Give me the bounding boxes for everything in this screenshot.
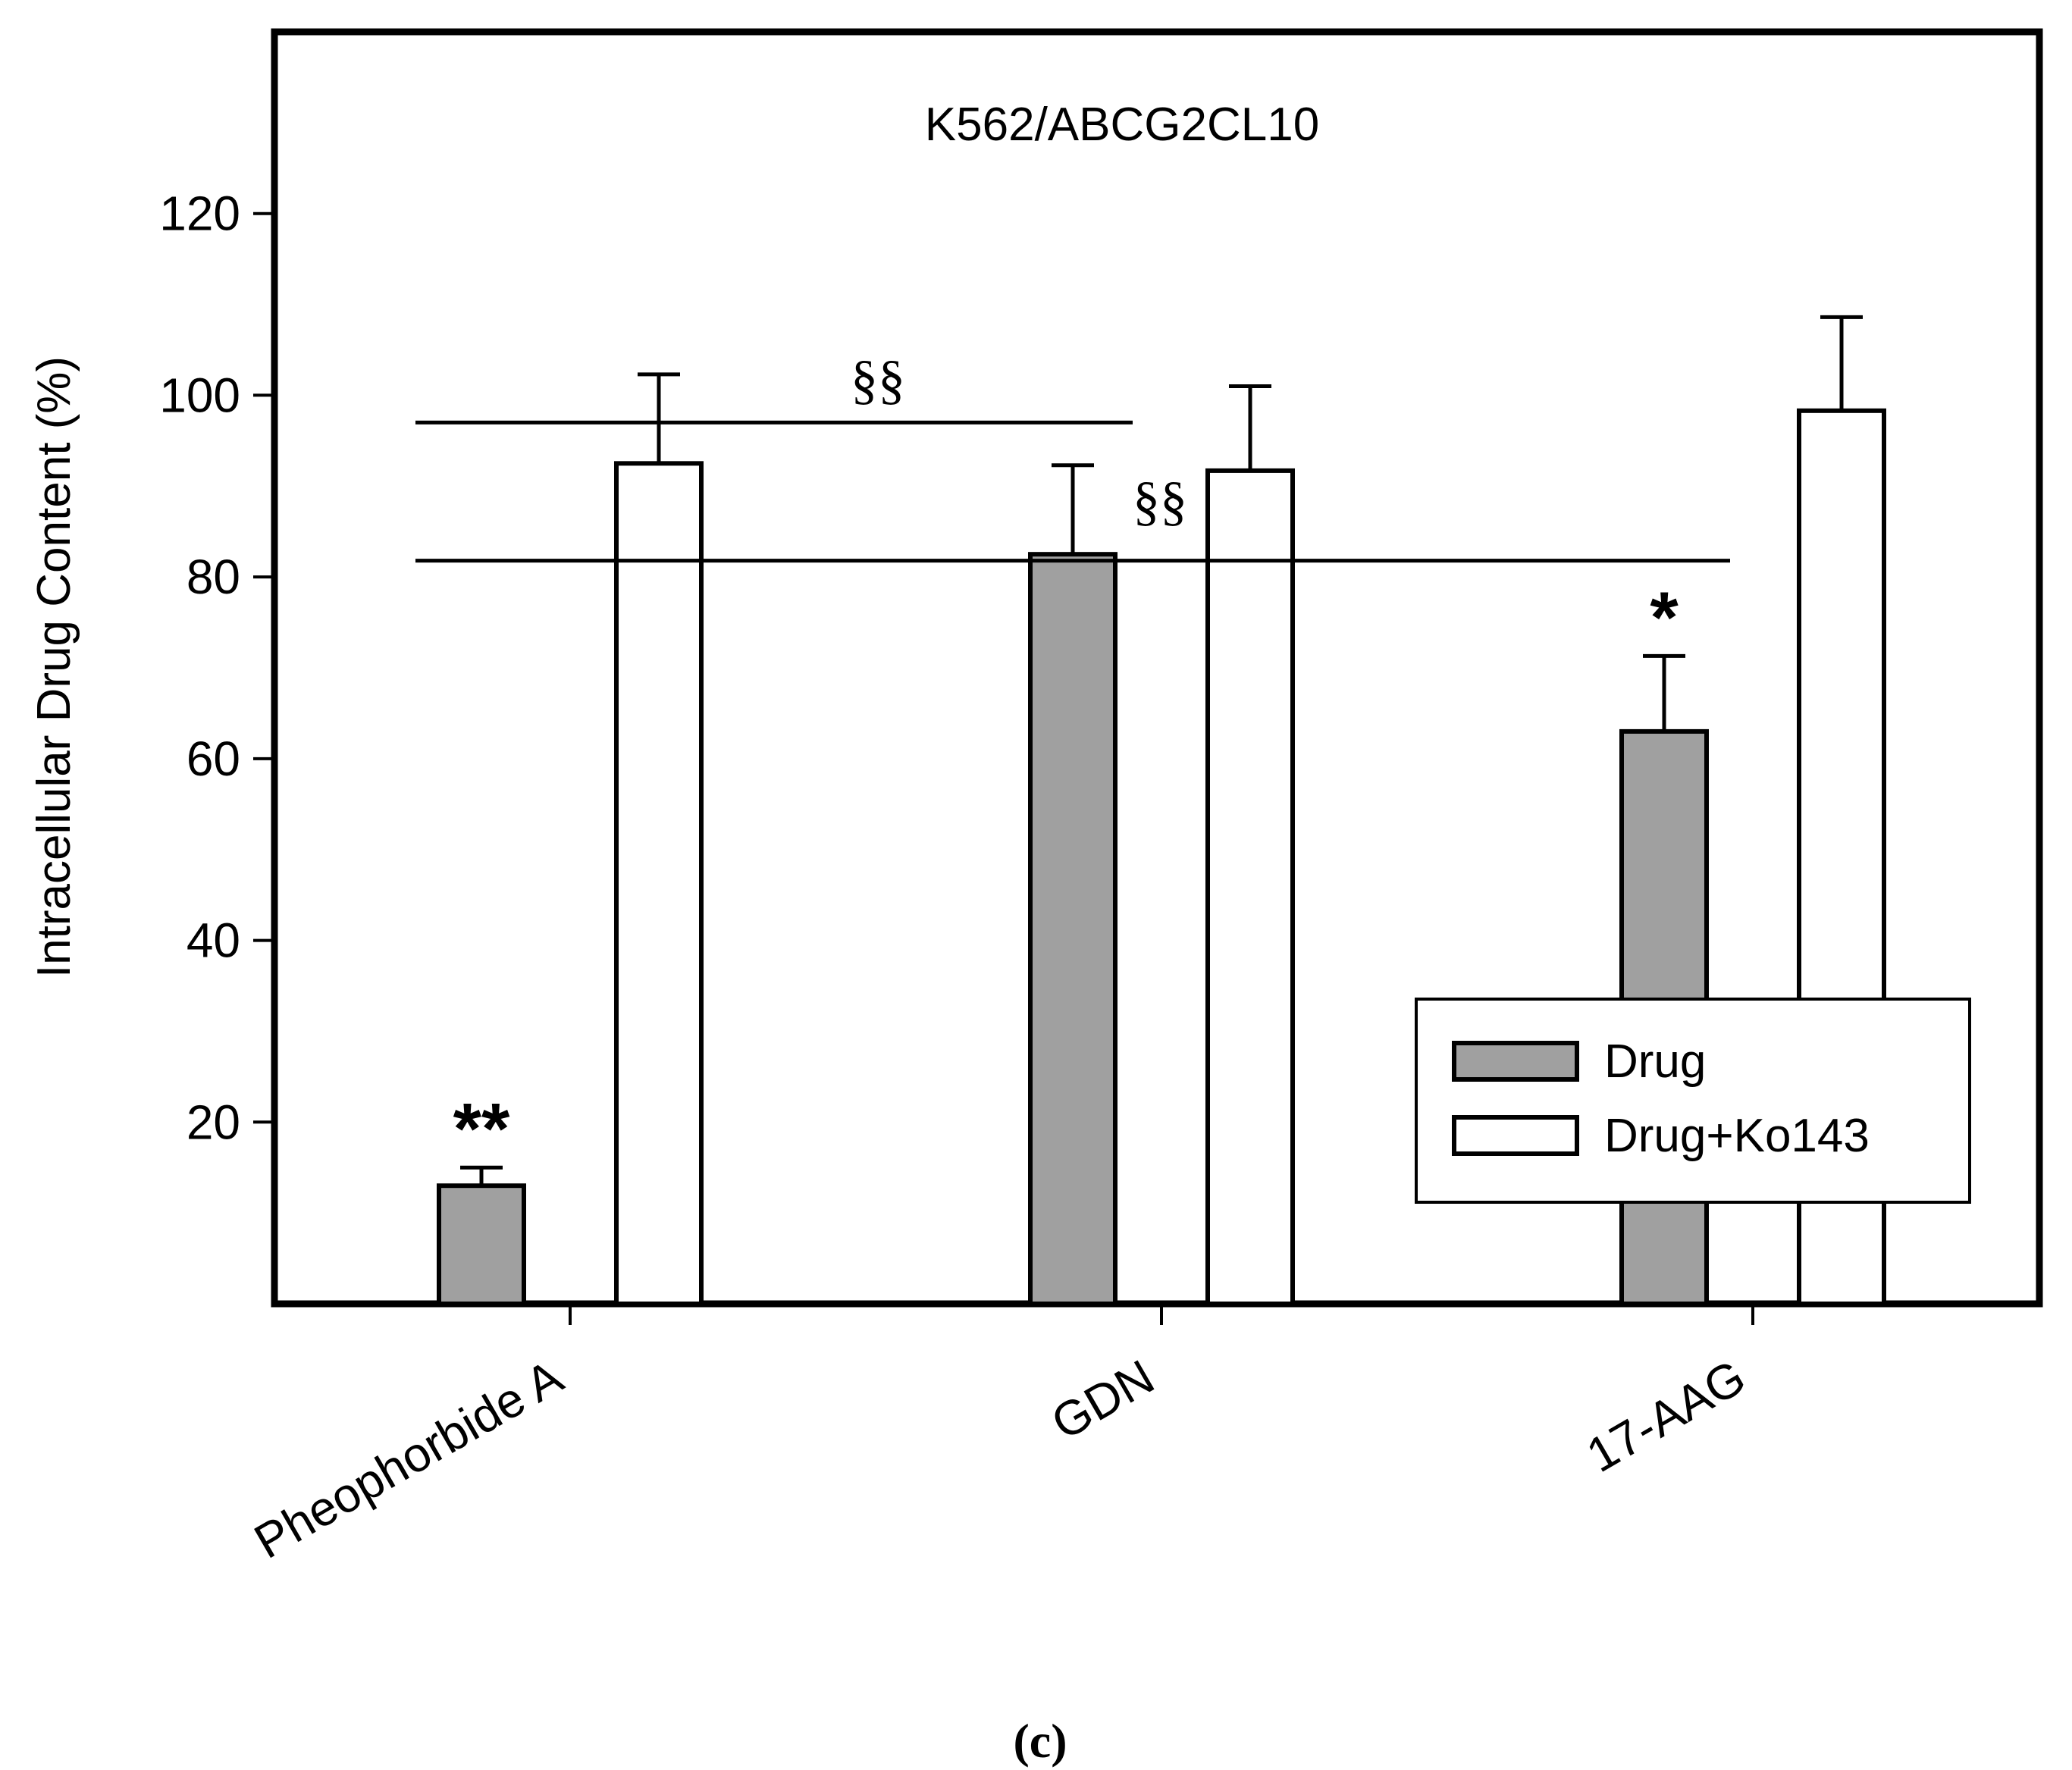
legend-box — [1415, 998, 1971, 1204]
y-tick-label-60: 60 — [187, 731, 240, 786]
y-tick-label-120: 120 — [159, 186, 240, 241]
plot-frame — [271, 28, 2043, 1308]
chart-title: K562/ABCG2CL10 — [925, 99, 1319, 151]
bar-1-0 — [614, 461, 704, 1306]
y-axis-label: Intracellular Drug Content (%) — [28, 356, 80, 978]
legend-swatch-0 — [1452, 1041, 1579, 1082]
legend-swatch-1 — [1452, 1115, 1579, 1156]
x-tick-label-2: 17-AAG — [1578, 1349, 1754, 1483]
x-tick-label-0: Pheophorbide A — [246, 1349, 572, 1569]
bar-0-1 — [1028, 552, 1118, 1306]
legend-label-0: Drug — [1604, 1035, 1706, 1088]
bar-0-0 — [437, 1183, 526, 1306]
significance-asterisk-0: ** — [453, 1089, 510, 1170]
legend-label-1: Drug+Ko143 — [1604, 1110, 1870, 1162]
y-tick-label-40: 40 — [187, 913, 240, 968]
y-tick-label-100: 100 — [159, 368, 240, 422]
x-tick-label-1: GDN — [1042, 1349, 1163, 1450]
significance-label-0: §§ — [851, 349, 905, 410]
y-tick-label-80: 80 — [187, 550, 240, 604]
bar-1-1 — [1205, 468, 1295, 1306]
y-tick-label-20: 20 — [187, 1095, 240, 1149]
significance-label-1: §§ — [1133, 471, 1187, 531]
significance-asterisk-1: * — [1650, 577, 1679, 658]
figure-caption: (c) — [1013, 1714, 1067, 1768]
